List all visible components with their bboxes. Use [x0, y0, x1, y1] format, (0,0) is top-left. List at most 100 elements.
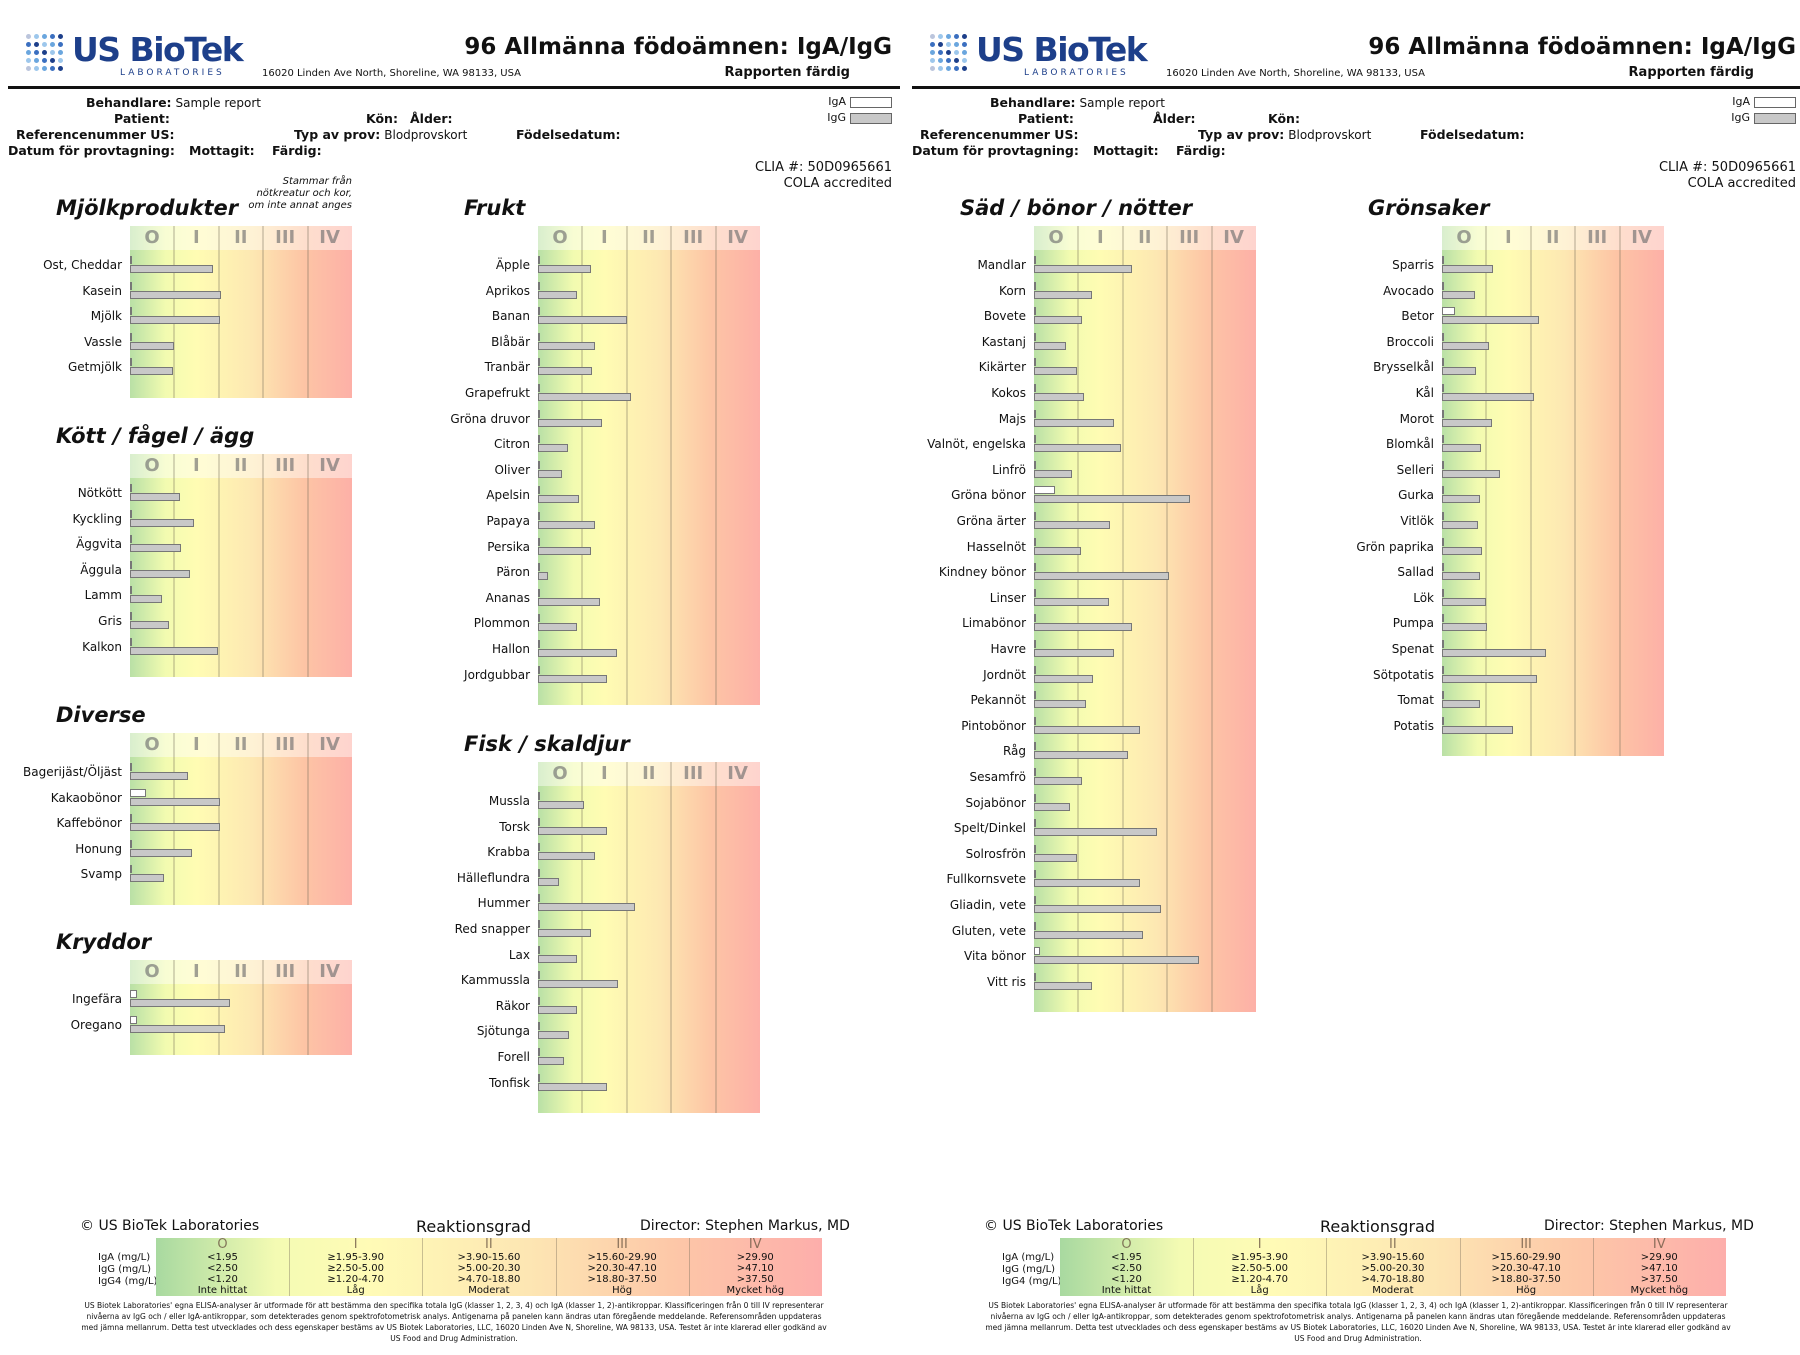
igg-bar: [1034, 418, 1114, 427]
footer-units: IgA (mg/L) IgG (mg/L) IgG4 (mg/L): [1002, 1252, 1061, 1288]
igg-bar: [1442, 418, 1492, 427]
food-label: Havre: [990, 642, 1026, 656]
legend-igg-label: IgG: [1731, 111, 1750, 124]
class-label: I: [601, 227, 608, 248]
clia-block: CLIA #: 50D0965661 COLA accredited: [755, 160, 892, 192]
logo-name: US BioTek: [976, 30, 1148, 69]
logo-dot: [938, 50, 943, 55]
iga-bar: [1442, 358, 1444, 367]
iga-bar: [538, 1073, 540, 1082]
class-divider: [1574, 226, 1577, 757]
iga-bar: [1034, 307, 1036, 316]
logo-dot: [946, 34, 951, 39]
iga-bar: [538, 971, 540, 980]
section-note-line: Stammar från: [282, 176, 352, 187]
igg-bar: [1034, 521, 1111, 529]
igg-bar: [538, 1031, 570, 1040]
igg-bar: [538, 265, 592, 273]
scale-iga: >3.90-15.60: [1361, 1252, 1425, 1263]
class-label: II: [642, 227, 656, 248]
logo-dot: [42, 42, 47, 47]
logo-dot: [26, 34, 31, 39]
scale-label: Moderat: [468, 1285, 510, 1296]
food-label: Valnöt, engelska: [927, 437, 1026, 452]
us-biotek-logo: US BioTek LABORATORIES: [26, 30, 244, 82]
logo-dot: [58, 34, 63, 39]
igg-bar: [1034, 802, 1070, 811]
food-label: Vassle: [84, 334, 122, 349]
scale-class-1: I ≥1.95-3.90 ≥2.50-5.00 ≥1.20-4.70 Låg: [289, 1238, 422, 1297]
scale-roman: O: [217, 1237, 228, 1252]
scale-iga: >29.90: [736, 1252, 774, 1263]
sample-type-value: Blodprovskort: [384, 128, 468, 142]
iga-bar: [538, 817, 540, 826]
section-title: Kryddor: [56, 930, 152, 954]
dob-row: Födelsedatum:: [1420, 127, 1525, 142]
dob-label: Födelsedatum:: [1420, 127, 1525, 142]
iga-bar: [130, 990, 137, 998]
igg-bar: [130, 823, 220, 832]
logo-dot: [930, 66, 935, 71]
igg-bar: [1034, 956, 1200, 965]
class-divider: [1166, 226, 1169, 1013]
food-label: Gurka: [1398, 488, 1434, 503]
class-label: O: [144, 227, 160, 248]
chart-class-header: [538, 226, 760, 250]
scale-divider: [555, 1238, 557, 1296]
food-label: Getmjölk: [67, 360, 122, 375]
igg-bar: [1034, 495, 1191, 504]
food-label: Grön paprika: [1356, 539, 1434, 554]
class-label: III: [275, 961, 296, 982]
legend-igg: IgG: [827, 111, 892, 124]
class-label: III: [683, 763, 704, 784]
iga-bar: [1034, 947, 1040, 956]
iga-bar: [1442, 563, 1444, 572]
section-title: Frukt: [464, 196, 526, 220]
logo-dot: [26, 58, 31, 63]
class-divider: [173, 733, 176, 905]
food-label: Ost, Cheddar: [43, 258, 122, 272]
igg-bar: [538, 929, 592, 937]
patient-row: Patient:: [114, 111, 170, 126]
iga-bar: [1442, 460, 1444, 469]
scale-label: Hög: [612, 1285, 633, 1296]
dob-row: Födelsedatum:: [516, 127, 621, 142]
class-label: II: [642, 763, 656, 784]
scale-class-2: II >3.90-15.60 >5.00-20.30 >4.70-18.80 Moder…: [422, 1238, 555, 1297]
scale-class-4: IV >29.90 >47.10 >37.50 Mycket hög: [689, 1238, 822, 1297]
scale-iga: >15.60-29.90: [587, 1252, 657, 1263]
igg-bar: [538, 572, 549, 581]
iga-bar: [1442, 588, 1444, 597]
igg-bar: [1034, 930, 1143, 939]
lab-address: 16020 Linden Ave North, Shoreline, WA 98…: [262, 68, 521, 79]
igg-bar: [1442, 597, 1486, 606]
igg-bar: [1034, 546, 1081, 555]
iga-bar: [538, 665, 540, 674]
iga-bar: [538, 435, 540, 444]
iga-bar: [1034, 256, 1036, 264]
class-divider: [306, 454, 309, 678]
food-label: Kammussla: [460, 973, 530, 988]
igg-bar: [130, 621, 169, 629]
iga-bar: [538, 281, 540, 290]
food-label: Ananas: [485, 590, 530, 605]
class-divider: [1210, 226, 1213, 1013]
logo-dots-icon: [26, 34, 68, 76]
igg-bar: [538, 418, 603, 427]
igg-bar: [1442, 674, 1538, 683]
header-field-a-label: Ålder:: [1153, 111, 1196, 126]
scale-iga: ≥1.95-3.90: [327, 1252, 384, 1263]
scale-igg4: >4.70-18.80: [1361, 1274, 1425, 1285]
footer-unit-igg4: IgG4 (mg/L): [98, 1276, 158, 1287]
scale-class-1: I ≥1.95-3.90 ≥2.50-5.00 ≥1.20-4.70 Låg: [1193, 1238, 1326, 1297]
scale-iga: <1.95: [207, 1252, 238, 1263]
iga-bar: [1034, 921, 1036, 930]
food-label: Pekannöt: [970, 693, 1026, 708]
header-rule: [912, 86, 1800, 89]
provider-label: Behandlare:: [86, 95, 172, 110]
food-label: Fullkornsvete: [946, 872, 1026, 887]
scale-class-3: III >15.60-29.90 >20.30-47.10 >18.80-37.50 H…: [556, 1238, 689, 1297]
food-label: Sötpotatis: [1373, 667, 1434, 682]
completed-row: Färdig:: [272, 143, 322, 158]
iga-bar: [1034, 716, 1036, 725]
